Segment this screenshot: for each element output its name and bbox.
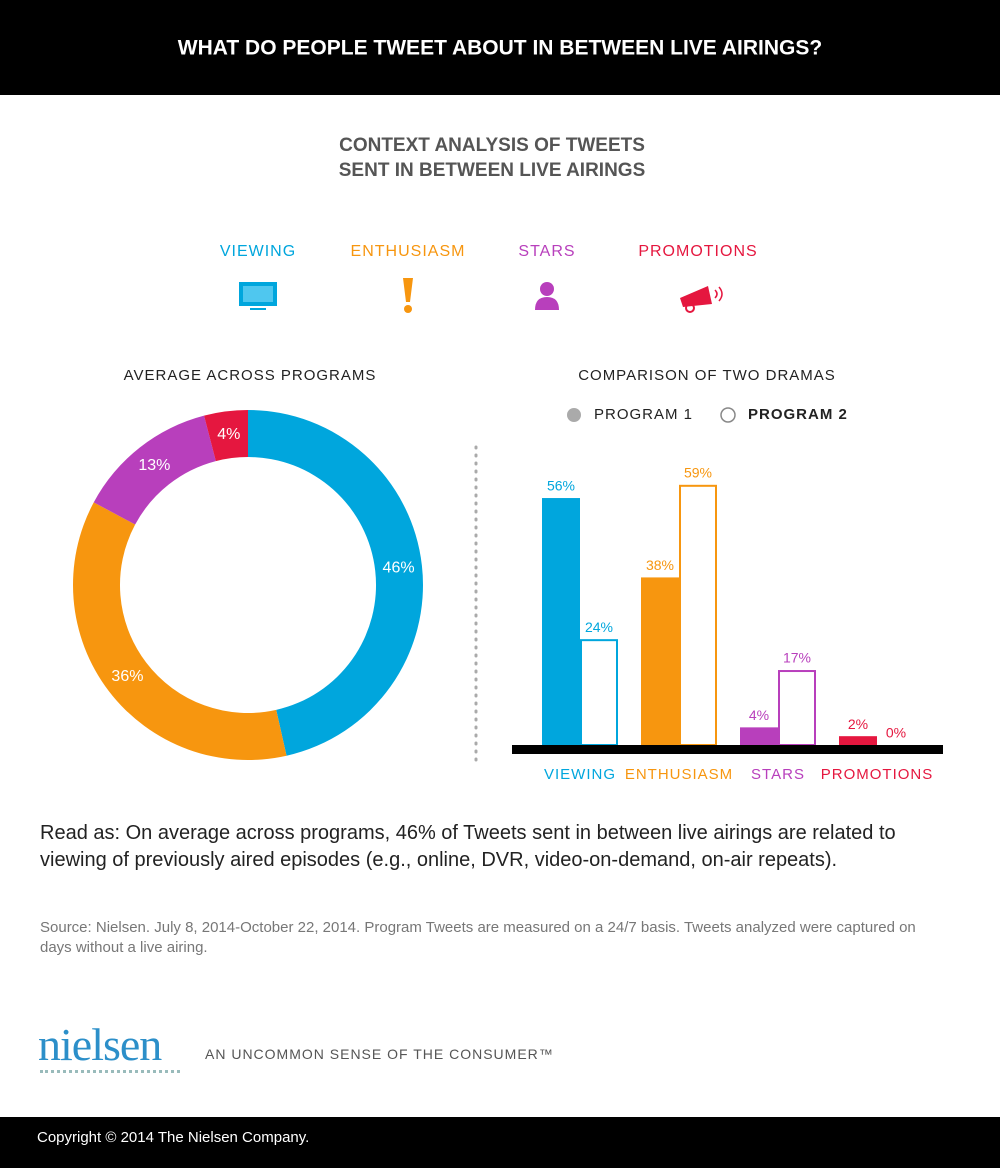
logo: nielsen [38,1019,162,1070]
data-label: 17% [783,650,811,666]
data-label: 4% [749,707,769,723]
bar [542,498,580,745]
x-tick-label: PROMOTIONS [821,766,934,783]
data-label: 13% [138,457,170,474]
legend-label: PROGRAM 2 [748,406,848,423]
legend-label: STARS [518,243,575,260]
donut-segment [73,502,287,760]
donut-segment [204,410,248,462]
baseline [512,745,943,754]
bar [679,484,717,746]
x-tick-label: VIEWING [544,766,616,783]
legend-label: PROGRAM 1 [594,406,693,423]
exclamation-icon [403,278,413,313]
legend-marker [567,408,581,422]
subtitle: CONTEXT ANALYSIS OF TWEETS [339,135,645,156]
copyright: Copyright © 2014 The Nielsen Company. [37,1129,310,1146]
donut-segment [93,415,216,525]
bar [778,670,816,747]
footer-bar [0,1117,1000,1168]
chart-title: COMPARISON OF TWO DRAMAS [578,367,836,384]
data-label: 56% [547,478,575,494]
legend-label: PROMOTIONS [638,243,757,260]
legend-marker [720,407,736,423]
subtitle: SENT IN BETWEEN LIVE AIRINGS [339,160,646,181]
data-label: 0% [886,725,906,741]
legend-label: ENTHUSIASM [351,243,466,260]
bar [839,736,877,745]
x-tick-label: STARS [751,766,805,783]
logo-dots [40,1070,180,1073]
bar [580,639,618,746]
data-label: 24% [585,619,613,635]
megaphone-icon [680,286,723,313]
bar [641,577,679,745]
data-label: 36% [111,668,143,685]
person-icon [535,282,559,310]
data-label: 2% [848,716,868,732]
data-label: 59% [684,465,712,481]
bar [740,727,778,745]
data-label: 4% [217,426,240,443]
tagline: AN UNCOMMON SENSE OF THE CONSUMER™ [205,1046,554,1062]
data-label: 46% [383,559,415,576]
tv-icon [239,282,277,310]
read-as: Read as: On average across programs, 46%… [40,822,896,871]
data-label: 38% [646,557,674,573]
x-tick-label: ENTHUSIASM [625,766,733,783]
chart-title: AVERAGE ACROSS PROGRAMS [124,367,377,384]
header-bar [0,0,1000,95]
source: Source: Nielsen. July 8, 2014-October 22… [40,919,916,956]
donut-segment [248,410,423,756]
page-title: WHAT DO PEOPLE TWEET ABOUT IN BETWEEN LI… [178,37,822,60]
legend-label: VIEWING [220,243,296,260]
